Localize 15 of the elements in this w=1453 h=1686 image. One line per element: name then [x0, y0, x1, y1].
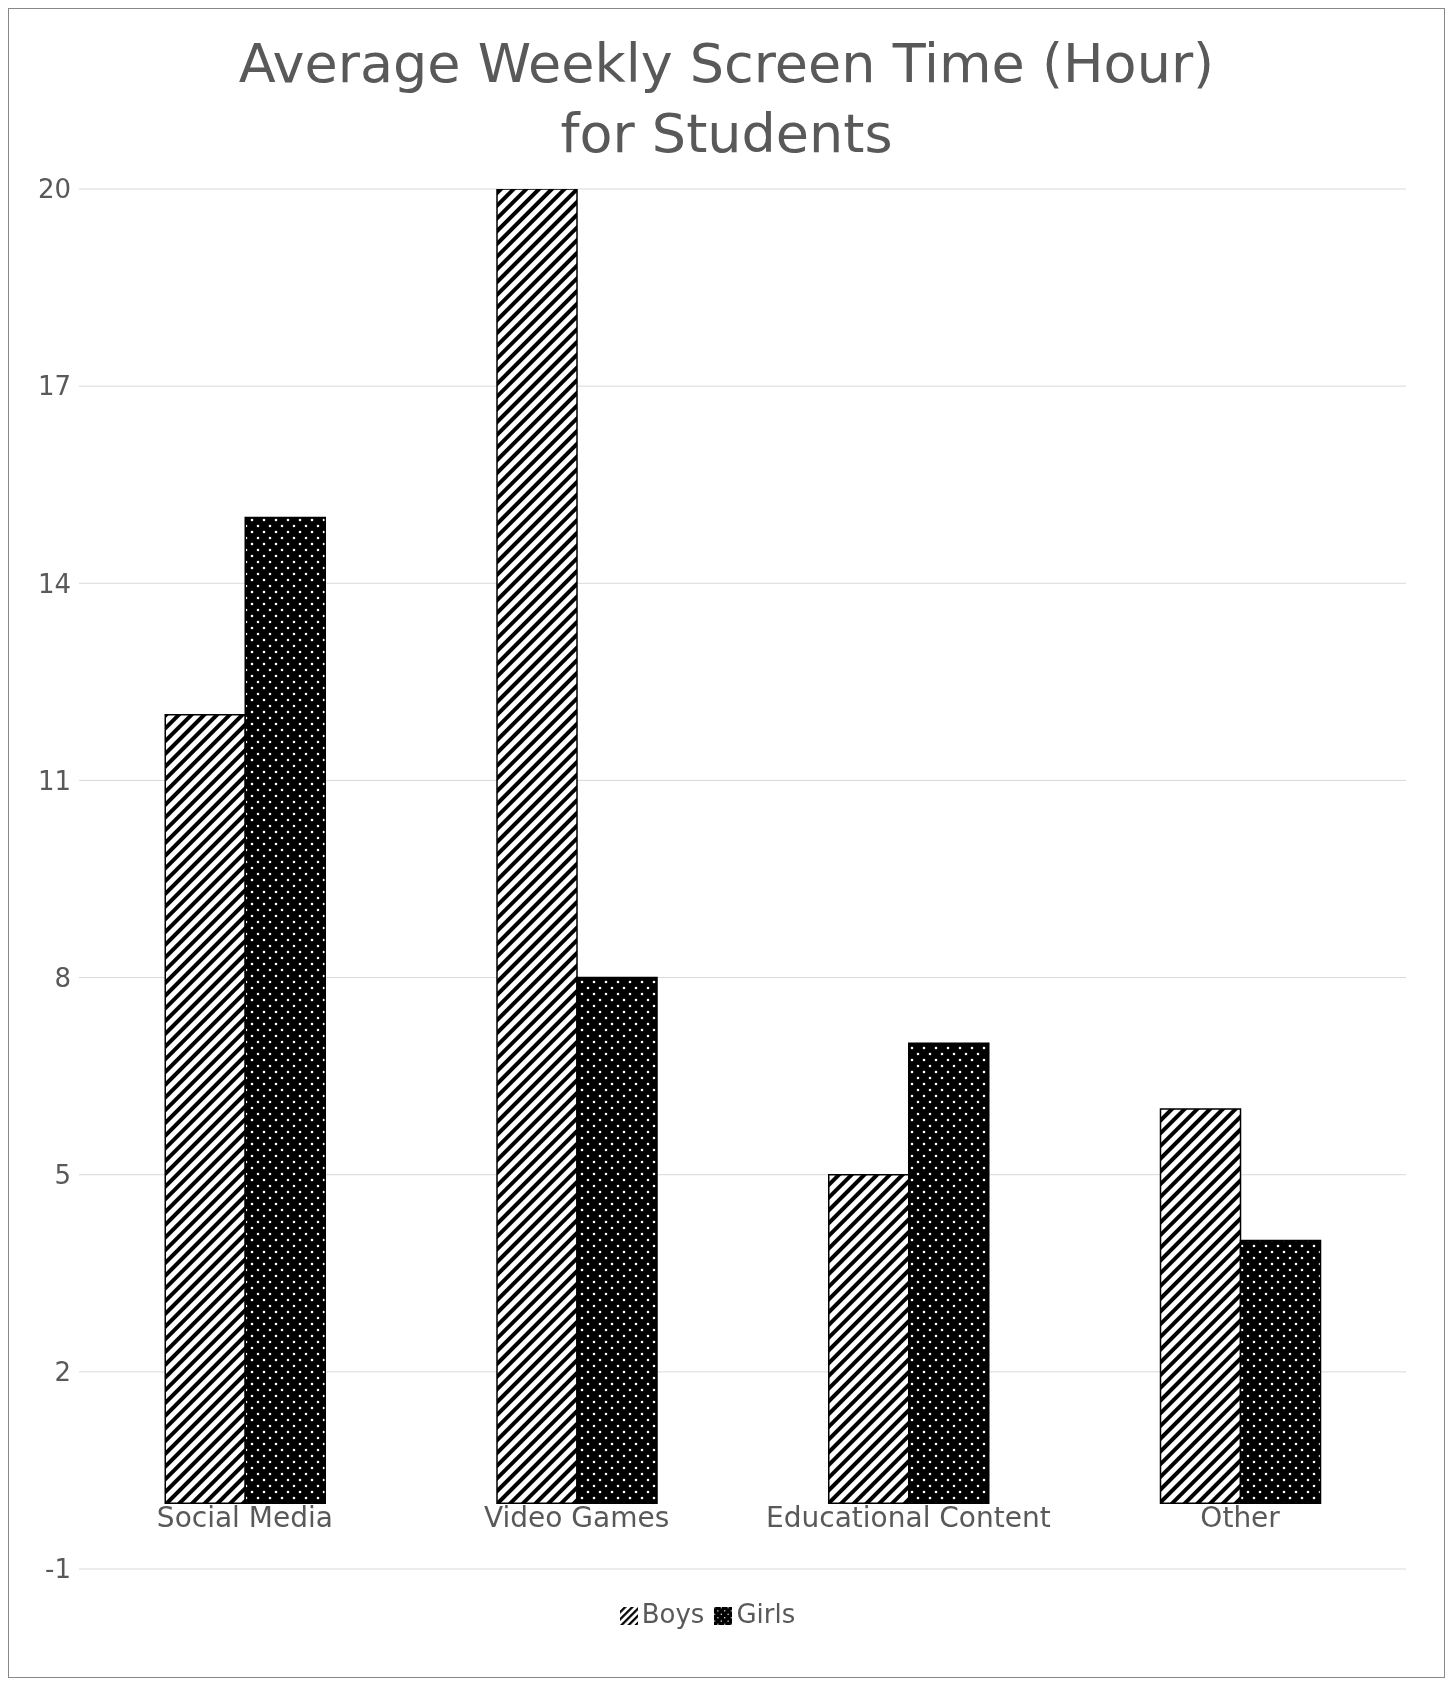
y-tick-label: 5	[54, 1160, 71, 1191]
y-tick-label: 11	[37, 766, 71, 797]
y-tick-label: 20	[37, 174, 71, 205]
x-tick-label: Other	[1200, 1501, 1281, 1535]
chart-title: Average Weekly Screen Time (Hour) for Students	[237, 31, 1216, 168]
legend-label: Girls	[736, 1599, 796, 1630]
y-tick-label: 8	[54, 963, 71, 994]
y-tick-label: 17	[37, 371, 71, 402]
x-tick-label: Educational Content	[766, 1501, 1051, 1535]
y-tick-label: 2	[54, 1357, 71, 1388]
y-tick-label: 14	[37, 568, 71, 599]
x-tick-label: Video Games	[483, 1501, 670, 1535]
legend-label: Boys	[641, 1599, 705, 1630]
y-tick-label: -1	[45, 1554, 71, 1585]
x-tick-label: Social Media	[156, 1501, 333, 1535]
